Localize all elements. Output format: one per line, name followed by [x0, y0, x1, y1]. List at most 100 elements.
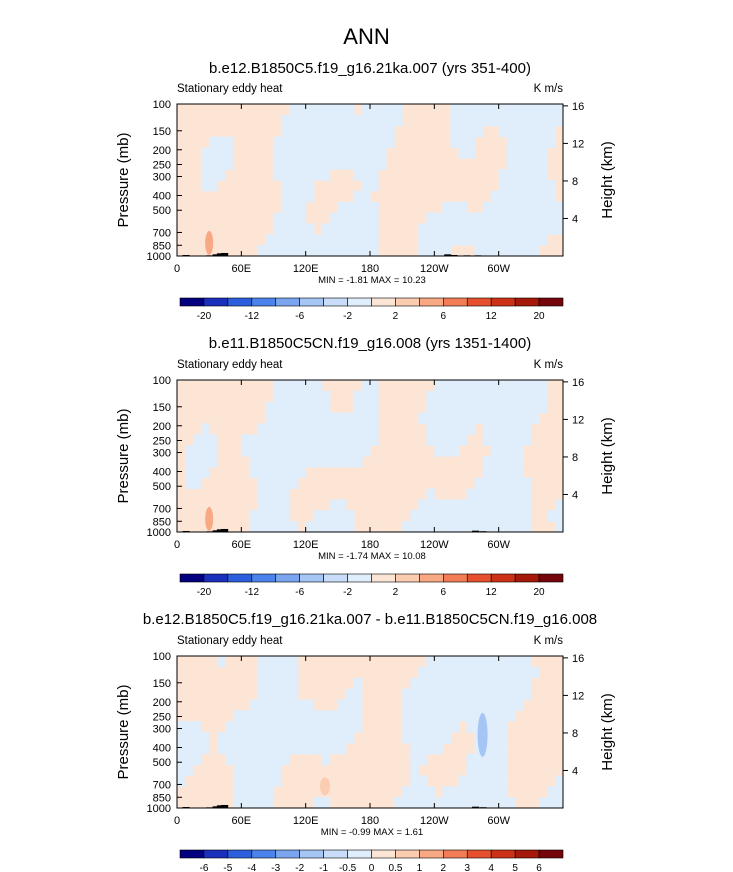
contour-cell: [305, 390, 315, 403]
contour-cell: [514, 499, 524, 511]
contour-cell: [289, 190, 299, 203]
contour-cell: [305, 223, 315, 235]
contour-cell: [514, 510, 524, 522]
colorbar-swatch: [227, 849, 253, 859]
contour-cell: [506, 488, 516, 501]
contour-cell: [329, 114, 339, 127]
y2-tick-label: 8: [572, 176, 578, 188]
contour-cell: [522, 390, 532, 403]
contour-cell: [466, 499, 476, 511]
contour-cell: [273, 466, 283, 479]
contour-cell: [506, 445, 516, 457]
contour-cell: [313, 401, 323, 414]
contour-cell: [289, 656, 299, 668]
contour-cell: [506, 180, 516, 192]
contour-cell: [241, 445, 250, 457]
contour-cell: [361, 180, 371, 192]
y-tick-label: 1000: [147, 251, 171, 263]
contour-cell: [297, 401, 307, 414]
contour-cell: [265, 423, 275, 435]
colorbar: -20 -12 -6 -2 2 6 12 20: [179, 297, 564, 322]
contour-cell: [313, 169, 323, 181]
contour-cell: [426, 677, 435, 690]
contour-cell: [466, 710, 476, 722]
contour-cell: [281, 677, 291, 690]
colorbar-swatch: [395, 849, 420, 859]
contour-cell: [474, 521, 484, 532]
contour-cell: [522, 688, 532, 701]
contour-cell: [289, 104, 299, 116]
contour-cell: [498, 125, 508, 138]
y-tick-label: 850: [153, 240, 171, 252]
contour-cell: [313, 721, 323, 733]
contour-cell: [474, 775, 484, 787]
colorbar-swatch: [251, 849, 277, 859]
contour-cell: [353, 412, 363, 425]
contour-cell: [418, 753, 427, 766]
colorbar-label: 1: [417, 863, 423, 872]
colorbar-swatch: [275, 297, 300, 307]
contour-cell: [474, 234, 484, 246]
contour-cell: [305, 732, 315, 744]
contour-cell: [498, 477, 508, 490]
contour-cell: [442, 699, 452, 711]
topography-bar: [212, 254, 220, 256]
contour-cell: [361, 423, 371, 435]
contour-cell: [249, 699, 259, 711]
colorbar-label: -4: [247, 863, 256, 872]
contour-cell: [474, 390, 484, 403]
y2-tick-label: 12: [572, 414, 584, 426]
contour-cell: [273, 656, 283, 668]
chart-panel-3: b.e12.B1850C5.f19_g16.21ka.007 - b.e11.B…: [115, 611, 616, 872]
contour-cell: [442, 245, 452, 256]
contour-cell: [498, 732, 508, 744]
contour-cell: [249, 797, 259, 808]
contour-cell: [370, 125, 379, 138]
contour-cell: [265, 466, 275, 479]
colorbar-swatch: [466, 573, 492, 583]
contour-cell: [466, 656, 476, 668]
y-tick-label: 300: [153, 448, 171, 460]
y2-tick-label: 16: [572, 653, 584, 665]
colorbar-label: -2: [343, 311, 352, 322]
colorbar-swatch: [443, 573, 468, 583]
contour-cell: [281, 466, 291, 479]
contour-cell: [458, 114, 468, 127]
colorbar-label: 12: [486, 311, 498, 322]
contour-cell: [337, 158, 347, 170]
contour-cell: [209, 158, 218, 170]
contour-cell: [538, 212, 548, 225]
contour-cell: [474, 401, 484, 414]
contour-cell: [410, 710, 419, 722]
contour-cell: [506, 104, 516, 116]
contour-cell: [410, 742, 419, 755]
contour-cell: [329, 158, 339, 170]
contour-cell: [289, 223, 299, 235]
contour-cell: [233, 732, 242, 744]
contour-cell: [490, 434, 500, 446]
contour-cell: [458, 677, 468, 690]
contour-cell: [506, 390, 516, 403]
contour-cell: [482, 212, 492, 225]
contour-cell: [514, 434, 524, 446]
contour-cell: [498, 445, 508, 457]
contour-cell: [281, 688, 291, 701]
contour-cell: [426, 688, 435, 701]
contour-cell: [466, 380, 476, 392]
contour-cell: [458, 136, 468, 149]
contour-cell: [273, 169, 283, 181]
contour-cell: [434, 401, 443, 414]
contour-cell: [514, 114, 524, 127]
y-tick-label: 250: [153, 435, 171, 447]
contour-cell: [185, 466, 194, 479]
contour-cell: [297, 380, 307, 392]
contour-cell: [353, 688, 363, 701]
contour-cell: [370, 104, 379, 116]
contour-cell: [506, 656, 516, 668]
contour-cell: [337, 434, 347, 446]
contour-cell: [257, 742, 267, 755]
contour-cell: [450, 656, 460, 668]
contour-cell: [305, 423, 315, 435]
contour-cell: [450, 521, 460, 532]
contour-cell: [337, 125, 347, 138]
